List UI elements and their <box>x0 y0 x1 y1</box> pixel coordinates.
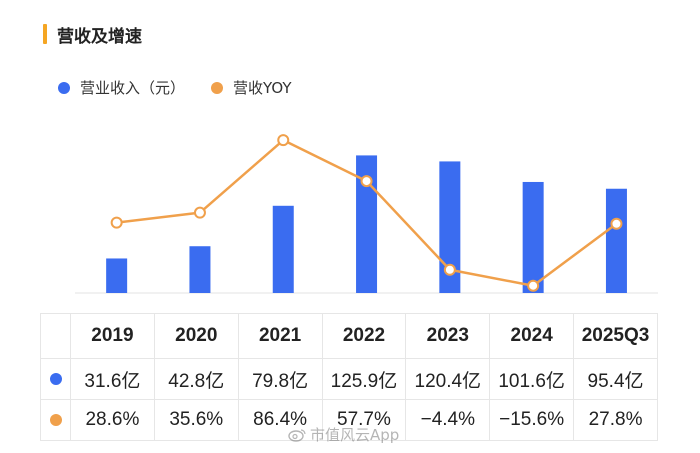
table-cell: 42.8亿 <box>153 358 239 400</box>
revenue-bar-2021 <box>272 205 294 293</box>
table-row-yoy: 28.6% 35.6% 86.4% 57.7% −4.4% −15.6% 27.… <box>40 399 658 441</box>
table-header-2019: 2019 <box>70 313 155 359</box>
table-header-row: 2019 2020 2021 2022 2023 2024 2025Q3 <box>40 313 658 359</box>
table-cell: −15.6% <box>489 399 575 441</box>
table-row-revenue: 31.6亿 42.8亿 79.8亿 125.9亿 120.4亿 101.6亿 9… <box>40 358 658 400</box>
legend-label-yoy: 营收YOY <box>233 79 292 97</box>
table-cell: 79.8亿 <box>237 358 323 400</box>
table-cell: 86.4% <box>237 399 323 441</box>
table-cell: 35.6% <box>153 399 239 441</box>
revenue-bar-2023 <box>439 161 461 293</box>
yoy-point-2019 <box>110 216 123 229</box>
table-cell: 57.7% <box>321 399 407 441</box>
yoy-point-2024 <box>527 279 540 292</box>
table-cell: −4.4% <box>405 399 491 441</box>
revenue-bar-2019 <box>106 258 128 293</box>
legend-label-revenue: 营业收入（元） <box>80 79 186 97</box>
revenue-dot-icon <box>49 372 62 385</box>
legend-dot-yoy <box>211 81 224 94</box>
yoy-point-2022 <box>360 175 373 188</box>
chart-title: 营收及增速 <box>57 27 142 47</box>
table-cell: 120.4亿 <box>405 358 491 400</box>
table-corner-cell <box>40 313 71 359</box>
table-header-2021: 2021 <box>237 313 323 359</box>
data-table: 2019 2020 2021 2022 2023 2024 2025Q3 31.… <box>40 313 658 441</box>
revenue-bar-2022 <box>356 155 378 293</box>
table-header-2025q3: 2025Q3 <box>573 313 658 359</box>
table-cell: 95.4亿 <box>573 358 658 400</box>
table-cell: 125.9亿 <box>321 358 407 400</box>
legend-dot-revenue <box>58 81 70 94</box>
table-header-2024: 2024 <box>489 313 575 359</box>
yoy-point-2023 <box>443 263 456 276</box>
yoy-point-2025Q3 <box>610 217 623 230</box>
weibo-logo-icon <box>288 428 306 442</box>
legend: 营业收入（元） 营收YOY <box>58 77 318 98</box>
legend-item-yoy: 营收YOY <box>211 77 292 98</box>
table-header-2020: 2020 <box>153 313 239 359</box>
title-accent-bar <box>43 24 47 44</box>
watermark-text: 市值风云App <box>310 426 400 444</box>
table-cell: 31.6亿 <box>70 358 155 400</box>
yoy-dot-icon <box>49 413 62 426</box>
table-header-2022: 2022 <box>321 313 407 359</box>
revenue-bar-2020 <box>189 246 211 293</box>
yoy-point-2021 <box>277 134 290 147</box>
table-row-revenue-marker <box>40 358 71 400</box>
watermark: 市值风云App <box>288 424 399 445</box>
yoy-point-2020 <box>193 206 206 219</box>
revenue-bar-2024 <box>522 181 544 293</box>
table-header-2023: 2023 <box>405 313 491 359</box>
table-row-yoy-marker <box>40 399 71 441</box>
table-cell: 28.6% <box>70 399 155 441</box>
revenue-yoy-chart <box>75 134 658 294</box>
table-cell: 27.8% <box>573 399 658 441</box>
revenue-bar-2025Q3 <box>605 188 627 293</box>
legend-item-revenue: 营业收入（元） <box>58 77 185 98</box>
table-cell: 101.6亿 <box>489 358 575 400</box>
